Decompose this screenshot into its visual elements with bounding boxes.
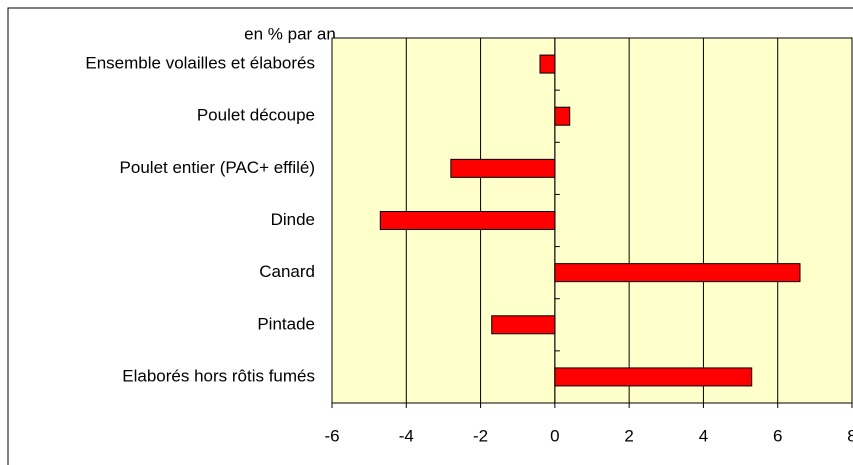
y-tick-label: Poulet découpe: [197, 106, 315, 125]
y-tick-label: Poulet entier (PAC+ effilé): [120, 158, 315, 177]
x-tick-label: 0: [550, 426, 559, 445]
x-tick-label: -6: [324, 426, 339, 445]
x-tick-label: -4: [399, 426, 414, 445]
bar: [554, 263, 801, 283]
bar: [554, 367, 753, 387]
bar: [379, 211, 556, 230]
bar: [450, 158, 556, 178]
y-tick-label: Canard: [259, 262, 315, 281]
x-tick-label: 8: [847, 426, 853, 445]
y-tick-label: Dinde: [271, 210, 315, 229]
x-tick-label: 6: [773, 426, 782, 445]
bar: [491, 315, 556, 335]
chart-title: en % par an: [244, 24, 336, 43]
x-tick-label: 4: [699, 426, 708, 445]
y-tick-label: Ensemble volailles et élaborés: [85, 54, 315, 73]
y-tick-label: Pintade: [257, 314, 315, 333]
bar: [554, 106, 571, 126]
x-tick-label: 2: [624, 426, 633, 445]
y-tick-label: Elaborés hors rôtis fumés: [122, 366, 315, 385]
bar: [539, 54, 556, 74]
x-tick-label: -2: [473, 426, 488, 445]
